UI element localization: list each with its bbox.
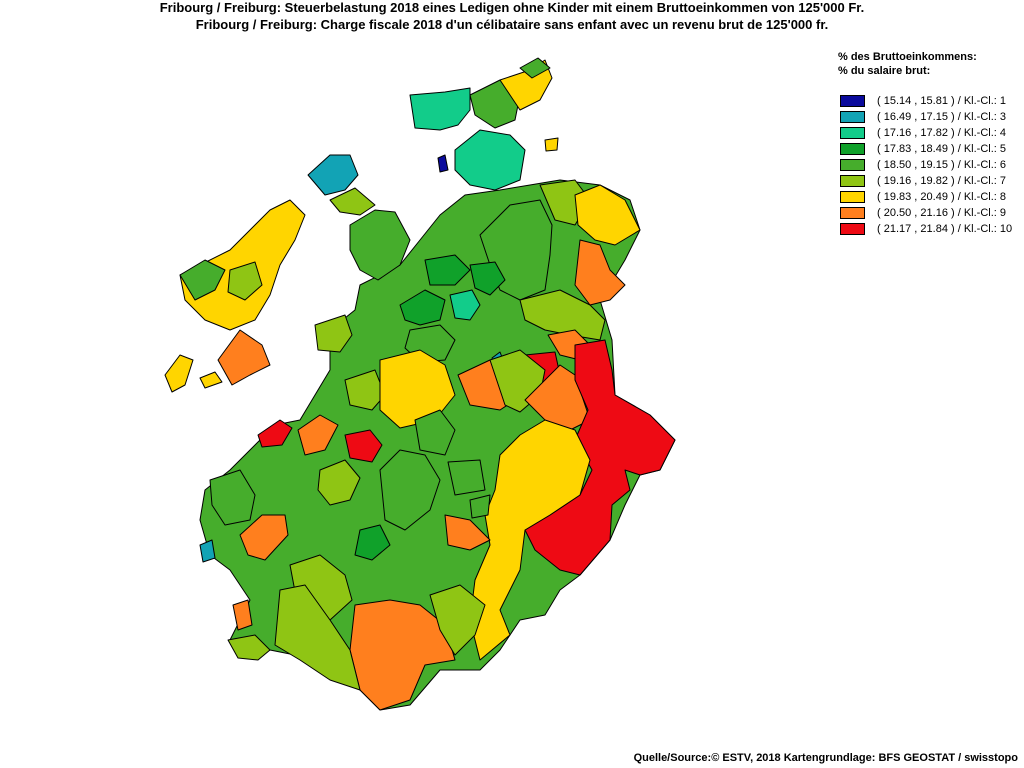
map-title-french: Fribourg / Freiburg: Charge fiscale 2018… — [195, 17, 829, 32]
legend-label: ( 17.83 , 18.49 ) / Kl.-Cl.: 5 — [877, 142, 1007, 155]
legend-label: ( 16.49 , 17.15 ) / Kl.-Cl.: 3 — [877, 110, 1007, 123]
municipality-region — [424, 254, 471, 286]
legend-item: ( 19.16 , 19.82 ) / Kl.-Cl.: 7 — [840, 173, 1024, 188]
municipality-region — [349, 209, 411, 281]
municipality-region — [379, 449, 441, 531]
legend-swatch — [840, 126, 865, 139]
legend-item: ( 18.50 , 19.15 ) / Kl.-Cl.: 6 — [840, 157, 1024, 172]
municipality-region — [209, 469, 256, 526]
legend-item: ( 19.83 , 20.49 ) / Kl.-Cl.: 8 — [840, 190, 1024, 205]
legend: ( 15.14 , 15.81 ) / Kl.-Cl.: 1 ( 16.49 ,… — [840, 93, 1024, 238]
municipality-region — [469, 261, 506, 296]
municipality-region — [414, 409, 456, 456]
legend-swatch — [840, 110, 865, 123]
municipality-region — [217, 329, 271, 386]
municipality-region — [307, 154, 359, 196]
municipality-region — [257, 419, 293, 448]
legend-label: ( 20.50 , 21.16 ) / Kl.-Cl.: 9 — [877, 207, 1007, 220]
source-credit: Quelle/Source:© ESTV, 2018 Kartengrundla… — [633, 752, 1018, 764]
legend-label: ( 15.14 , 15.81 ) / Kl.-Cl.: 1 — [877, 94, 1007, 107]
municipality-region — [239, 514, 289, 561]
map-title-german: Fribourg / Freiburg: Steuerbelastung 201… — [159, 0, 865, 15]
municipality-region — [227, 261, 263, 301]
legend-swatch — [840, 223, 865, 236]
legend-item: ( 15.14 , 15.81 ) / Kl.-Cl.: 1 — [840, 93, 1024, 108]
municipality-region — [199, 371, 223, 389]
municipality-region — [199, 539, 216, 563]
municipality-region — [354, 524, 391, 561]
legend-item: ( 20.50 , 21.16 ) / Kl.-Cl.: 9 — [840, 206, 1024, 221]
legend-swatch — [840, 158, 865, 171]
legend-item: ( 17.83 , 18.49 ) / Kl.-Cl.: 5 — [840, 141, 1024, 156]
legend-swatch — [840, 191, 865, 204]
municipality-region — [344, 369, 386, 411]
municipality-region — [399, 289, 446, 326]
legend-swatch — [840, 207, 865, 220]
legend-label: ( 21.17 , 21.84 ) / Kl.-Cl.: 10 — [877, 223, 1013, 236]
municipality-region — [429, 584, 486, 656]
municipality-region — [409, 87, 471, 131]
legend-swatch — [840, 142, 865, 155]
municipality-region — [274, 584, 361, 691]
municipality-region — [164, 354, 194, 393]
municipality-region — [574, 184, 641, 246]
municipality-region — [379, 349, 456, 429]
municipality-region — [297, 414, 339, 456]
municipality-region — [232, 599, 253, 631]
municipality-region — [574, 239, 626, 306]
municipality-region — [544, 137, 559, 152]
municipality-region — [179, 199, 306, 331]
municipality-region — [444, 514, 491, 551]
municipality-region — [314, 314, 353, 353]
municipality-region — [179, 259, 226, 301]
legend-item: ( 16.49 , 17.15 ) / Kl.-Cl.: 3 — [840, 109, 1024, 124]
municipality-region — [329, 187, 376, 216]
legend-label: ( 18.50 , 19.15 ) / Kl.-Cl.: 6 — [877, 158, 1007, 171]
legend-label: ( 19.16 , 19.82 ) / Kl.-Cl.: 7 — [877, 174, 1007, 187]
municipality-region — [344, 429, 383, 463]
municipality-region — [454, 129, 526, 191]
municipality-region — [227, 634, 271, 661]
municipality-region — [317, 459, 361, 506]
legend-label: ( 17.16 , 17.82 ) / Kl.-Cl.: 4 — [877, 126, 1007, 139]
legend-item: ( 17.16 , 17.82 ) / Kl.-Cl.: 4 — [840, 125, 1024, 140]
municipality-region — [449, 289, 481, 321]
legend-swatch — [840, 174, 865, 187]
municipality-region — [469, 494, 491, 519]
municipality-region — [519, 57, 551, 79]
legend-swatch — [840, 94, 865, 107]
legend-heading-french: % du salaire brut: — [838, 65, 931, 77]
legend-item: ( 21.17 , 21.84 ) / Kl.-Cl.: 10 — [840, 222, 1024, 237]
municipality-region — [447, 459, 486, 496]
legend-heading-german: % des Bruttoeinkommens: — [838, 51, 977, 63]
municipality-region — [519, 289, 606, 341]
legend-label: ( 19.83 , 20.49 ) / Kl.-Cl.: 8 — [877, 191, 1007, 204]
municipality-region — [469, 419, 591, 661]
municipality-region — [437, 154, 449, 173]
